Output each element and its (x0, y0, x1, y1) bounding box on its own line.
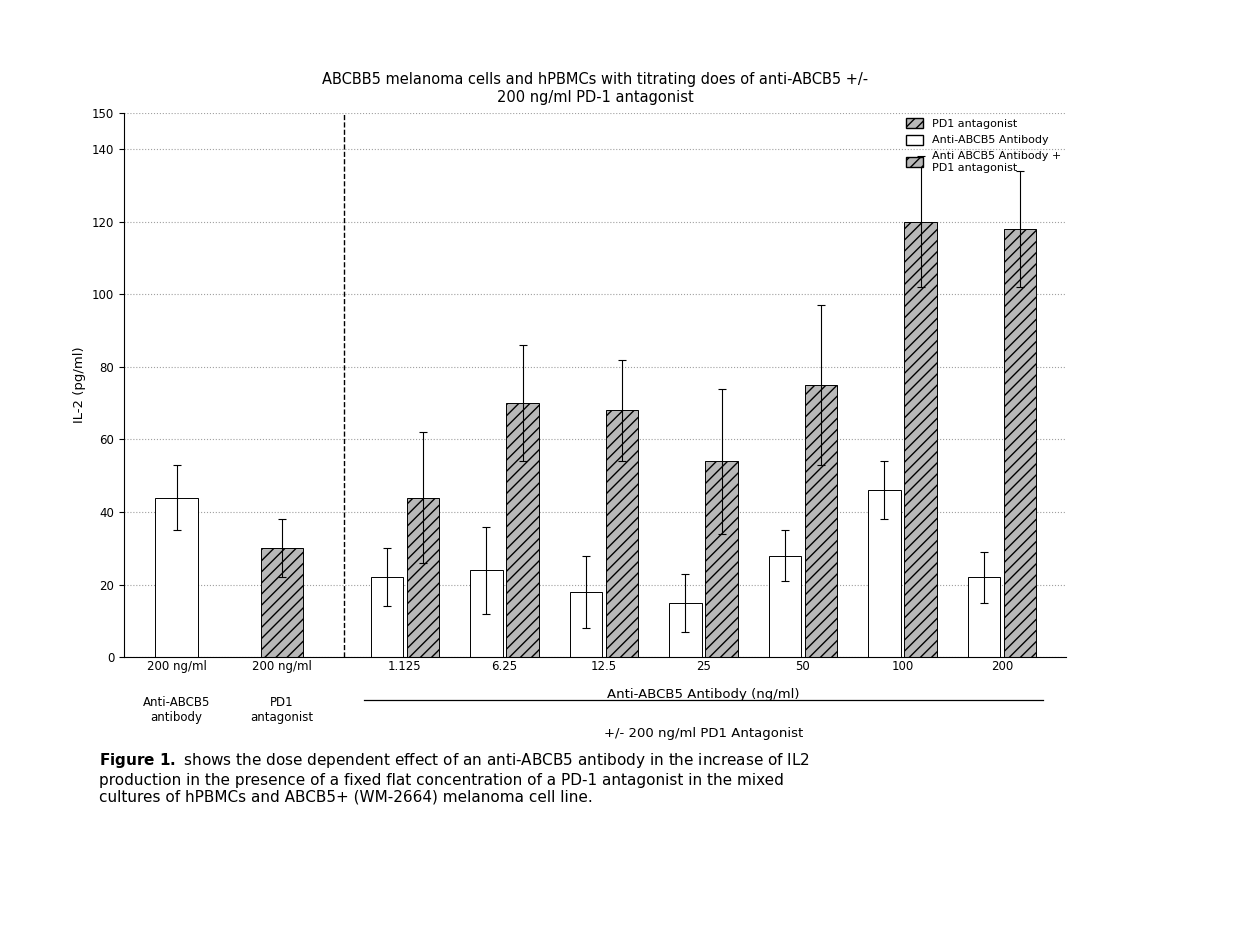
Bar (805, 385, 837, 657)
Bar (569, 592, 603, 657)
Text: Anti-ABCB5 Antibody (ng/ml): Anti-ABCB5 Antibody (ng/ml) (608, 688, 800, 700)
Title: ABCBB5 melanoma cells and hPBMCs with titrating does of anti-ABCB5 +/-
200 ng/ml: ABCBB5 melanoma cells and hPBMCs with ti… (322, 72, 868, 104)
Bar (260, 548, 304, 657)
Bar (967, 577, 1001, 657)
Bar (868, 490, 901, 657)
Text: $\bf{Figure\ 1.}$ shows the dose dependent effect of an anti-ABCB5 antibody in t: $\bf{Figure\ 1.}$ shows the dose depende… (99, 751, 810, 805)
Bar (371, 577, 403, 657)
Bar (605, 410, 639, 657)
Text: PD1
antagonist: PD1 antagonist (250, 696, 314, 724)
Bar (670, 603, 702, 657)
Bar (470, 570, 503, 657)
Bar (769, 556, 801, 657)
Text: Anti-ABCB5
antibody: Anti-ABCB5 antibody (143, 696, 211, 724)
Bar (1003, 229, 1037, 657)
Bar (506, 403, 539, 657)
Legend: PD1 antagonist, Anti-ABCB5 Antibody, Anti ABCB5 Antibody +
PD1 antagonist: PD1 antagonist, Anti-ABCB5 Antibody, Ant… (906, 118, 1061, 173)
Text: +/- 200 ng/ml PD1 Antagonist: +/- 200 ng/ml PD1 Antagonist (604, 727, 804, 740)
Y-axis label: IL-2 (pg/ml): IL-2 (pg/ml) (73, 346, 87, 423)
Bar (155, 498, 198, 657)
Bar (407, 498, 439, 657)
Bar (706, 461, 738, 657)
Bar (904, 222, 937, 657)
